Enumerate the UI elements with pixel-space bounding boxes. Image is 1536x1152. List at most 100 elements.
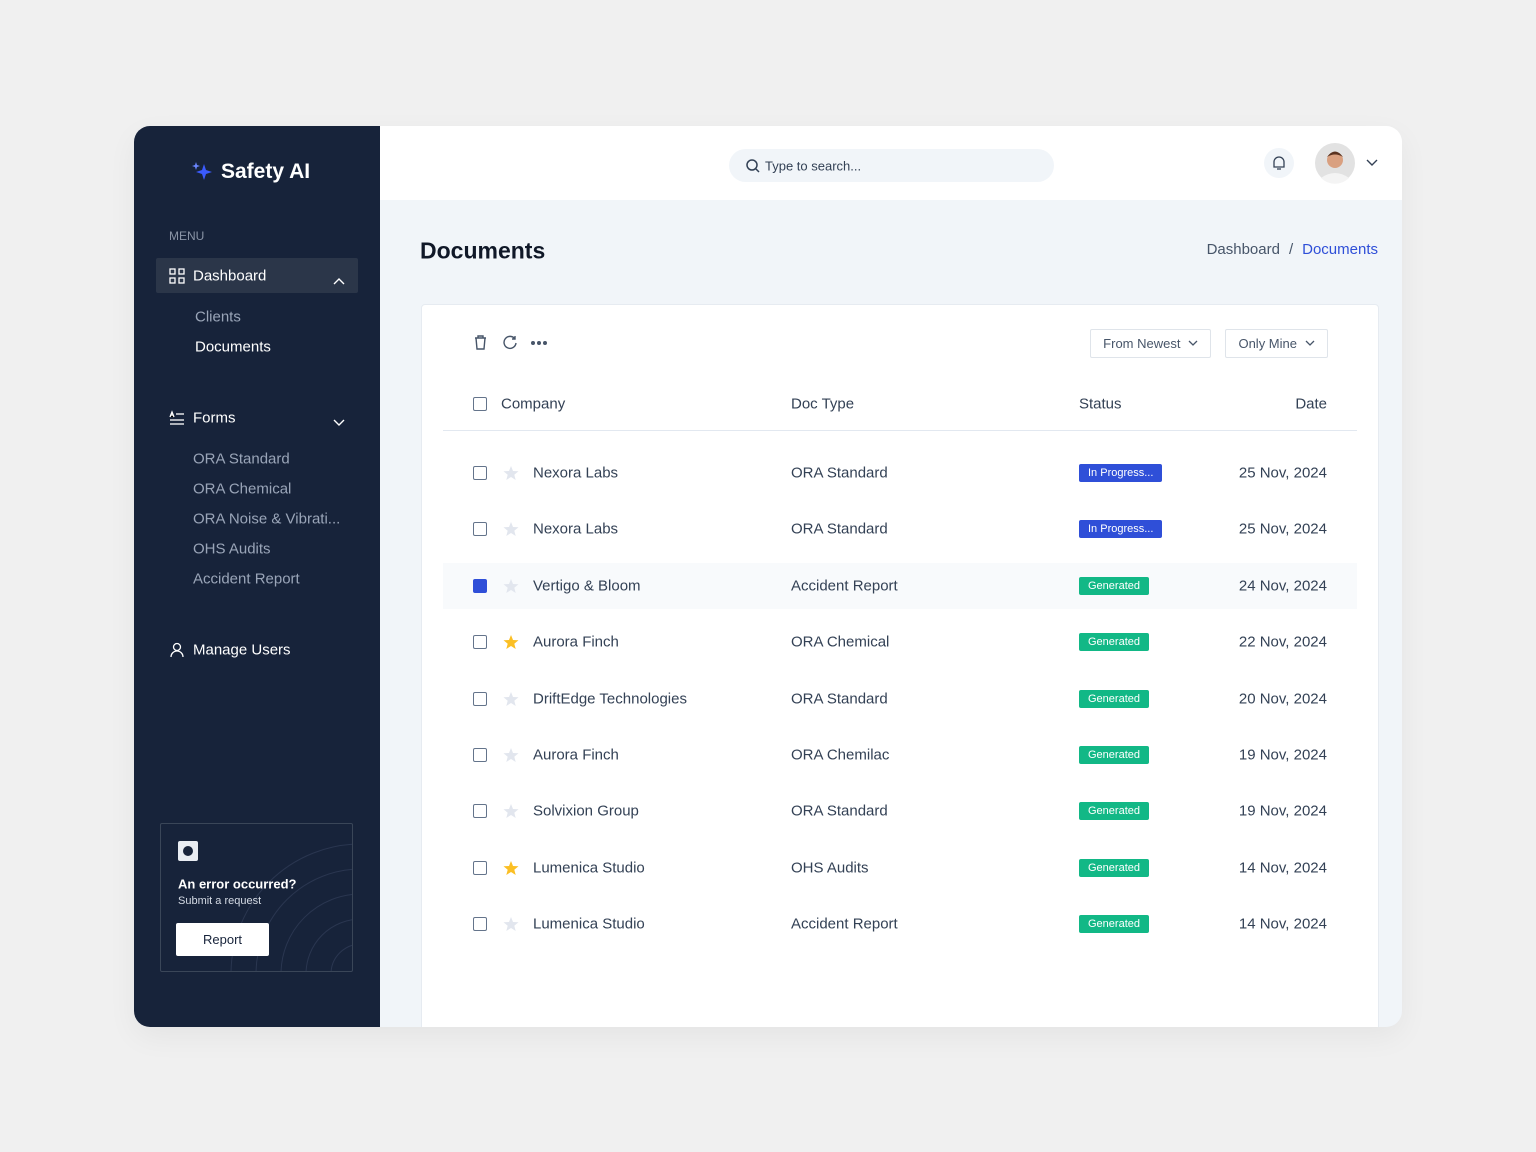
company: Lumenica Studio: [533, 859, 645, 877]
row-checkbox[interactable]: [473, 860, 487, 875]
column-header: Date: [1295, 395, 1327, 413]
bell-icon: [1273, 156, 1285, 170]
search-icon: [746, 159, 760, 173]
row-checkbox[interactable]: [473, 691, 487, 706]
breadcrumb-row: Dashboard / Documents: [1207, 241, 1378, 258]
status-badge: In Progress...: [1079, 520, 1163, 539]
help-icon: [178, 841, 198, 861]
star[interactable]: [503, 916, 519, 937]
brand-icon: [192, 162, 212, 180]
row-checkbox[interactable]: [473, 748, 487, 762]
company: DriftEdge Technologies: [533, 690, 687, 708]
report-button[interactable]: Report: [176, 923, 269, 956]
company: Nexora Labs: [533, 464, 619, 482]
doc-type: ORA Standard: [791, 520, 888, 538]
company: Aurora Finch: [533, 746, 619, 764]
doc-type: Accident Report: [791, 577, 898, 595]
page-title: Documents: [420, 237, 546, 264]
breadcrumb-item[interactable]: Dashboard: [1206, 241, 1280, 258]
row-checkbox[interactable]: [473, 522, 487, 537]
status-badge: Generated: [1079, 915, 1149, 934]
date: 24 Nov, 2024: [1238, 577, 1327, 595]
filter-chevron: [1305, 340, 1315, 347]
status-badge: Generated: [1079, 802, 1149, 821]
column-header: Status: [1079, 395, 1122, 413]
company: Aurora Finch: [533, 633, 619, 651]
avatar[interactable]: [1314, 142, 1356, 184]
row-checkbox[interactable]: [473, 917, 487, 932]
status-badge: In Progress...: [1079, 464, 1163, 482]
row-checkbox[interactable]: [473, 397, 487, 411]
brand: Safety AI: [221, 160, 311, 183]
doc-type: ORA Standard: [791, 802, 888, 820]
row-checkbox[interactable]: [473, 578, 487, 593]
breadcrumb-item: /: [1288, 241, 1294, 258]
nav-chevron: [333, 272, 345, 290]
date: 25 Nov, 2024: [1238, 520, 1327, 538]
nav-subitem[interactable]: Documents: [195, 338, 271, 356]
help-title: An error occurred?: [178, 876, 297, 892]
filter-label: From Newest: [1103, 336, 1181, 351]
header-divider: [443, 430, 1357, 431]
filter-row: From Newest Only Mine: [1090, 329, 1328, 358]
nav-icon: [169, 642, 185, 663]
doc-type: OHS Audits: [791, 859, 869, 877]
doc-type: ORA Chemilac: [791, 746, 890, 764]
nav-item[interactable]: Forms: [193, 409, 236, 427]
column-header: Doc Type: [791, 395, 855, 413]
nav-icon: [169, 410, 185, 431]
status-badge: Generated: [1079, 576, 1149, 595]
nav-subitem[interactable]: ORA Noise & Vibrati...: [193, 510, 341, 528]
date: 20 Nov, 2024: [1238, 690, 1327, 708]
doc-type: ORA Chemical: [791, 633, 890, 651]
star[interactable]: [503, 747, 519, 768]
nav-item[interactable]: Dashboard: [193, 267, 267, 285]
row-checkbox[interactable]: [473, 635, 487, 650]
star[interactable]: [503, 803, 519, 824]
nav-subitem[interactable]: ORA Chemical: [193, 480, 292, 498]
star[interactable]: [503, 860, 519, 881]
sidebar: Safety AI MENU Dashboard Clients Documents…: [134, 126, 380, 1027]
nav-subitem[interactable]: Clients: [195, 308, 241, 326]
status-badge: Generated: [1079, 746, 1149, 764]
account-chevron[interactable]: [1366, 158, 1378, 168]
date: 19 Nov, 2024: [1238, 802, 1327, 820]
nav-subitem[interactable]: OHS Audits: [193, 540, 271, 558]
doc-type: ORA Standard: [791, 464, 888, 482]
row-checkbox[interactable]: [473, 466, 487, 480]
company: Vertigo & Bloom: [533, 577, 641, 595]
star[interactable]: [503, 521, 519, 542]
row-highlight: [443, 562, 1357, 609]
date: 22 Nov, 2024: [1238, 633, 1327, 651]
app-window: Safety AI MENU Dashboard Clients Documents…: [134, 126, 1402, 1027]
nav-chevron: [333, 414, 345, 432]
filter-label: Only Mine: [1238, 336, 1297, 351]
nav-subitem[interactable]: ORA Standard: [193, 450, 290, 468]
filter-dropdown[interactable]: Only Mine: [1225, 329, 1328, 358]
column-header: Company: [501, 395, 566, 413]
doc-type: ORA Standard: [791, 690, 888, 708]
notification-button[interactable]: [1264, 148, 1294, 178]
search-box[interactable]: Type to search...: [729, 149, 1054, 182]
star[interactable]: [503, 634, 519, 655]
star[interactable]: [503, 465, 519, 486]
search-placeholder: Type to search...: [765, 158, 862, 174]
star[interactable]: [503, 578, 519, 599]
filter-chevron: [1188, 340, 1198, 347]
date: 19 Nov, 2024: [1238, 746, 1327, 764]
row-checkbox[interactable]: [473, 804, 487, 819]
doc-type: Accident Report: [791, 915, 898, 933]
star[interactable]: [503, 691, 519, 712]
nav-icon: [169, 268, 185, 289]
date: 14 Nov, 2024: [1238, 859, 1327, 877]
status-badge: Generated: [1079, 858, 1149, 877]
status-badge: Generated: [1079, 689, 1149, 708]
nav-subitem[interactable]: Accident Report: [193, 570, 300, 588]
date: 25 Nov, 2024: [1238, 464, 1327, 482]
company: Nexora Labs: [533, 520, 619, 538]
nav-item[interactable]: Manage Users: [193, 641, 291, 659]
date: 14 Nov, 2024: [1238, 915, 1327, 933]
company: Solvixion Group: [533, 802, 639, 820]
status-badge: Generated: [1079, 633, 1149, 652]
filter-dropdown[interactable]: From Newest: [1090, 329, 1212, 358]
